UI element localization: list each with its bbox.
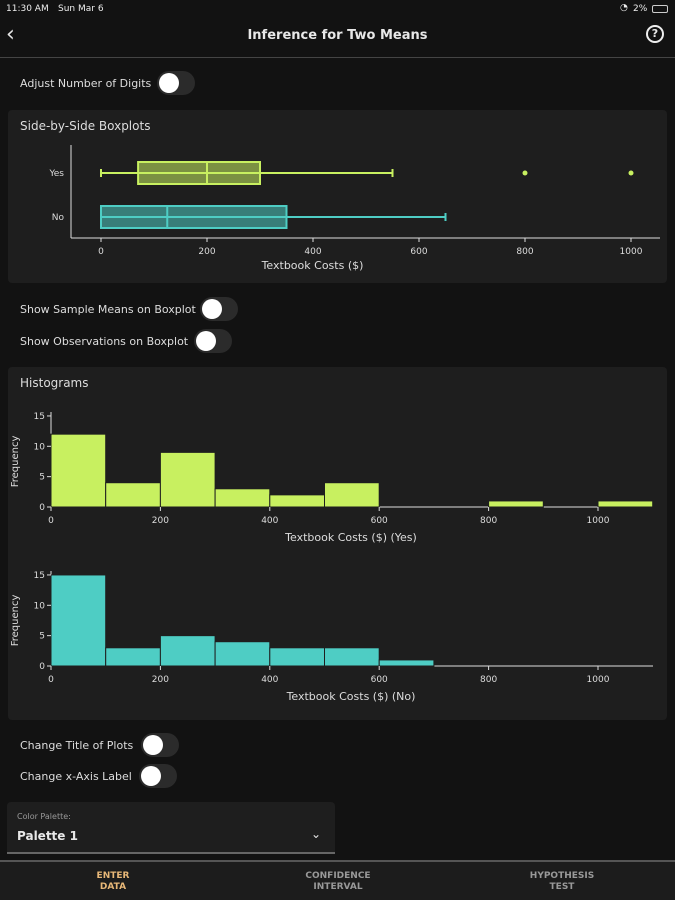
x-tick-label: 1000 <box>587 675 610 685</box>
wifi-icon: ◔ <box>620 3 628 13</box>
change-xlabel-label: Change x-Axis Label <box>20 770 132 783</box>
outlier-point <box>522 170 528 176</box>
y-tick-label: 0 <box>39 503 45 513</box>
histogram-bar <box>159 451 216 508</box>
histogram-bar <box>50 433 107 508</box>
x-tick-label: 200 <box>198 247 215 257</box>
histogram-bar <box>105 482 161 508</box>
bottom-nav: ENTER DATA CONFIDENCE INTERVAL HYPOTHESIS T… <box>0 860 675 900</box>
y-tick-label: 5 <box>39 473 45 483</box>
back-button[interactable]: ‹ <box>6 22 15 47</box>
battery-icon <box>652 5 668 13</box>
x-tick-label: 400 <box>304 247 321 257</box>
x-tick-label: 800 <box>480 675 497 685</box>
y-tick-label: No <box>52 213 65 223</box>
nav-label: CONFIDENCE <box>305 871 371 881</box>
nav-enter-data[interactable]: ENTER DATA <box>63 871 163 893</box>
nav-label: TEST <box>549 882 575 892</box>
y-tick-label: 5 <box>39 632 45 642</box>
x-tick-label: 1000 <box>587 516 610 526</box>
x-axis-label: Textbook Costs ($) (Yes) <box>284 531 417 544</box>
histogram-bar <box>324 482 380 508</box>
x-tick-label: 600 <box>410 247 427 257</box>
x-tick-label: 800 <box>480 516 497 526</box>
x-tick-label: 200 <box>152 675 169 685</box>
change-xlabel-toggle[interactable] <box>139 764 177 788</box>
show-means-toggle[interactable] <box>200 297 238 321</box>
x-tick-label: 400 <box>261 516 278 526</box>
x-axis-label: Textbook Costs ($) (No) <box>286 690 416 703</box>
box-no <box>100 205 288 229</box>
nav-label: ENTER <box>96 871 130 881</box>
x-tick-label: 0 <box>48 516 54 526</box>
help-button[interactable]: ? <box>646 25 664 43</box>
y-tick-label: 10 <box>34 601 46 611</box>
adjust-digits-label: Adjust Number of Digits <box>20 77 152 90</box>
palette-value: Palette 1 <box>17 829 78 843</box>
y-axis-label: Frequency <box>10 595 21 647</box>
boxplot-card: Side-by-Side Boxplots <box>8 110 667 283</box>
show-obs-label: Show Observations on Boxplot <box>20 335 189 348</box>
histogram-bar <box>159 635 216 667</box>
x-tick-label: 1000 <box>620 247 643 257</box>
boxplot-section-title: Side-by-Side Boxplots <box>20 119 151 133</box>
outlier-point <box>628 170 634 176</box>
page-title: Inference for Two Means <box>247 28 428 43</box>
y-axis-label: Frequency <box>10 436 21 488</box>
y-tick-label: 10 <box>34 442 46 452</box>
histogram-bar <box>269 647 325 667</box>
nav-label: INTERVAL <box>313 882 363 892</box>
change-title-toggle[interactable] <box>141 733 179 757</box>
x-tick-label: 600 <box>371 675 388 685</box>
x-tick-label: 800 <box>516 247 533 257</box>
status-date: Sun Mar 6 <box>58 4 104 14</box>
show-obs-toggle[interactable] <box>194 329 232 353</box>
adjust-digits-toggle[interactable] <box>157 71 195 95</box>
y-tick-label: 15 <box>34 571 45 581</box>
chevron-down-icon: ⌄ <box>311 827 322 841</box>
x-tick-label: 200 <box>152 516 169 526</box>
box-yes <box>137 161 262 185</box>
show-means-label: Show Sample Means on Boxplot <box>20 303 196 316</box>
x-axis-label: Textbook Costs ($) <box>261 259 364 272</box>
battery-level: 2% <box>633 4 648 14</box>
histogram-bar <box>324 647 380 667</box>
histogram-bar <box>214 488 271 508</box>
status-bar: 11:30 AM Sun Mar 6 ◔ 2% <box>0 0 675 18</box>
histogram-bar <box>214 641 271 667</box>
histogram-bar <box>597 500 654 508</box>
nav-label: DATA <box>99 882 127 892</box>
y-tick-label: 0 <box>39 662 45 672</box>
x-tick-label: 600 <box>371 516 388 526</box>
nav-label: HYPOTHESIS <box>529 871 595 881</box>
change-title-label: Change Title of Plots <box>20 739 134 752</box>
histogram-bar <box>105 647 161 667</box>
histogram-section-title: Histograms <box>20 376 89 390</box>
x-tick-label: 400 <box>261 675 278 685</box>
histogram-bar <box>269 494 325 508</box>
palette-label: Color Palette: <box>17 812 71 821</box>
x-tick-label: 0 <box>48 675 54 685</box>
status-time: 11:30 AM <box>6 4 49 14</box>
divider <box>8 57 667 58</box>
palette-select[interactable]: Color Palette: Palette 1 ⌄ <box>7 802 335 854</box>
y-tick-label: Yes <box>48 169 64 179</box>
x-tick-label: 0 <box>98 247 104 257</box>
nav-confidence-interval[interactable]: CONFIDENCE INTERVAL <box>288 871 388 893</box>
histogram-bar <box>378 659 435 667</box>
y-tick-label: 15 <box>34 412 45 422</box>
histogram-bar <box>488 500 544 508</box>
nav-hypothesis-test[interactable]: HYPOTHESIS TEST <box>512 871 612 893</box>
histogram-bar <box>50 574 107 667</box>
